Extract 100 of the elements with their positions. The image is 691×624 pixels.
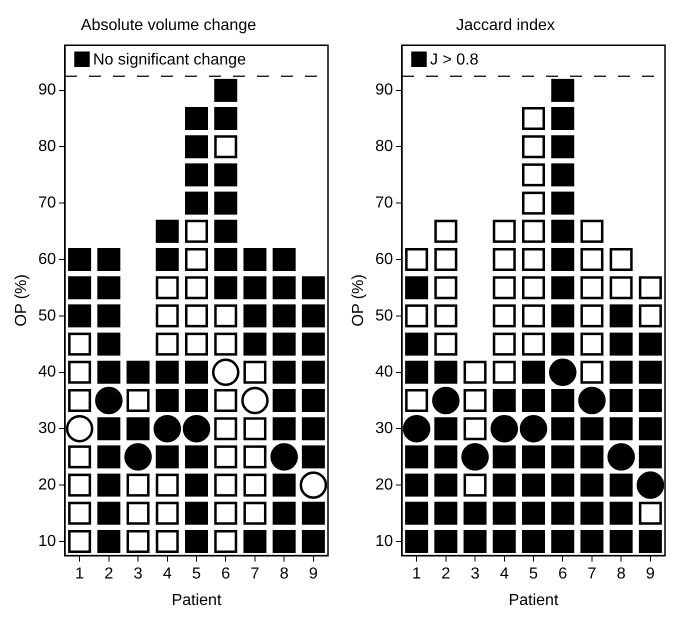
x-tick-label: 4	[162, 566, 172, 583]
point	[214, 135, 238, 158]
point	[68, 445, 92, 468]
point	[610, 276, 633, 300]
point	[520, 414, 548, 442]
point	[522, 332, 545, 356]
y-tick-label: 50	[375, 307, 394, 324]
y-tick-label: 70	[375, 194, 394, 212]
y-tick-label: 90	[38, 82, 56, 99]
point	[580, 304, 604, 328]
y-tick-label: 90	[375, 82, 394, 99]
point	[126, 389, 150, 412]
x-tick-label: 3	[134, 566, 143, 583]
point	[241, 386, 269, 414]
point	[243, 360, 266, 384]
point	[66, 414, 94, 442]
point	[492, 360, 516, 384]
point	[156, 332, 179, 356]
y-tick-label: 40	[38, 364, 56, 381]
point	[243, 502, 266, 525]
point	[243, 445, 266, 468]
y-tick-label: 10	[375, 532, 394, 550]
x-axis-title: Patient	[508, 592, 559, 609]
point	[522, 304, 545, 328]
y-tick-label: 50	[38, 307, 56, 324]
point	[464, 417, 487, 440]
x-axis-title: Patient	[172, 592, 222, 609]
point	[464, 360, 487, 384]
x-tick-label: 1	[75, 566, 84, 583]
point	[126, 502, 150, 525]
y-tick-label: 80	[375, 138, 394, 156]
point	[300, 471, 328, 499]
point	[580, 276, 604, 300]
chart-title: Absolute volume change	[80, 17, 256, 34]
point	[492, 248, 516, 272]
point	[214, 332, 238, 356]
point	[154, 414, 182, 442]
x-tick-label: 8	[280, 566, 289, 583]
point	[636, 471, 664, 499]
point	[522, 192, 545, 215]
point	[580, 248, 604, 272]
point	[68, 502, 92, 525]
point	[405, 304, 428, 328]
point	[156, 276, 179, 300]
point	[214, 502, 238, 525]
legend-label: No significant change	[92, 52, 246, 69]
point	[461, 443, 489, 471]
x-tick-label: 3	[470, 566, 480, 583]
y-tick-label: 30	[375, 420, 394, 438]
point	[434, 304, 458, 328]
point	[522, 107, 545, 130]
x-tick-label: 2	[104, 566, 114, 583]
x-tick-label: 9	[308, 566, 318, 583]
point	[578, 386, 606, 414]
y-tick-label: 20	[375, 476, 394, 494]
point	[156, 530, 179, 554]
point	[243, 417, 266, 440]
point	[68, 360, 92, 384]
point	[434, 220, 458, 243]
point	[464, 389, 487, 412]
point	[182, 414, 210, 442]
point	[184, 220, 208, 243]
x-tick-label: 5	[529, 566, 538, 583]
point	[214, 530, 238, 554]
point	[214, 304, 238, 328]
point	[610, 248, 633, 272]
point	[124, 443, 152, 471]
point	[402, 414, 430, 442]
point	[464, 474, 487, 497]
x-tick-label: 5	[192, 566, 202, 583]
y-axis-title: OP (%)	[13, 274, 30, 326]
point	[156, 502, 179, 525]
point	[214, 417, 238, 440]
point	[184, 332, 208, 356]
point	[492, 276, 516, 300]
y-axis-title: OP (%)	[350, 274, 368, 326]
y-tick-label: 10	[38, 532, 56, 550]
point	[68, 474, 92, 497]
point	[212, 358, 240, 386]
point	[432, 386, 460, 414]
point	[68, 389, 92, 412]
point	[492, 304, 516, 328]
point	[522, 135, 545, 158]
point	[434, 332, 458, 356]
point	[492, 332, 516, 356]
point	[214, 474, 238, 497]
point	[580, 332, 604, 356]
point	[184, 248, 208, 272]
point	[490, 414, 518, 442]
point	[522, 163, 545, 186]
point	[522, 276, 545, 300]
point	[95, 386, 123, 414]
y-tick-label: 20	[38, 476, 56, 494]
x-tick-label: 7	[587, 566, 596, 583]
point	[638, 276, 662, 300]
point	[638, 304, 662, 328]
point	[522, 220, 545, 243]
point	[434, 248, 458, 272]
x-tick-label: 7	[250, 566, 260, 583]
point	[243, 474, 266, 497]
